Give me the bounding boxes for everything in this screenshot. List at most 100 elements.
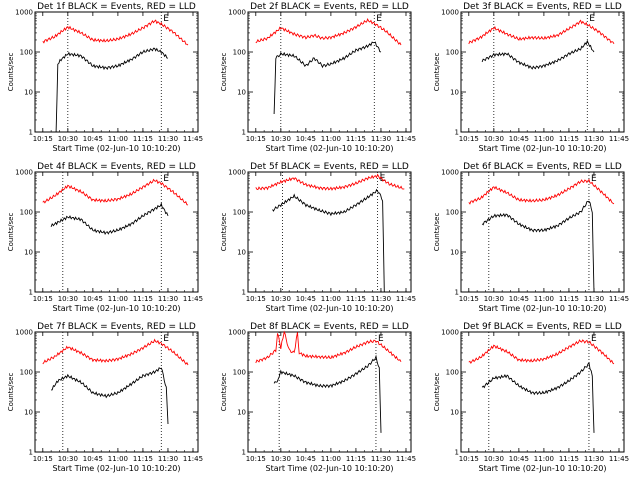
plot-frame xyxy=(460,11,625,133)
y-tick-label: 100 xyxy=(233,369,246,377)
time-marker-label: E xyxy=(378,334,384,344)
y-tick-label: 10 xyxy=(237,89,246,97)
y-tick-label: 1 xyxy=(242,289,246,297)
events-series-line xyxy=(51,367,169,425)
y-tick-label: 100 xyxy=(233,209,246,217)
x-tick-label: 11:45 xyxy=(396,295,416,303)
time-marker-label: E xyxy=(591,174,597,184)
x-tick-label: 11:45 xyxy=(396,455,416,463)
x-tick-label: 11:15 xyxy=(133,455,153,463)
detector-panel-4: Det 4f BLACK = Events, RED = LLD 1 10 100 10… xyxy=(7,162,203,313)
lld-series-line xyxy=(255,17,402,46)
x-tick-label: 11:30 xyxy=(584,295,604,303)
panel-title: Det 3f BLACK = Events, RED = LLD xyxy=(463,2,622,12)
panel-title: Det 6f BLACK = Events, RED = LLD xyxy=(463,162,622,172)
x-tick-label: 11:00 xyxy=(108,295,128,303)
lld-series-line xyxy=(42,19,189,46)
x-tick-label: 10:45 xyxy=(296,455,316,463)
y-axis-label: Counts/sec xyxy=(220,213,228,252)
x-axis-label: Start Time (02-Jun-10 10:10:20) xyxy=(479,304,607,313)
y-axis-label: Counts/sec xyxy=(433,213,441,252)
y-axis-label: Counts/sec xyxy=(433,373,441,412)
x-tick-label: 10:45 xyxy=(83,135,103,143)
y-tick-label: 1 xyxy=(242,449,246,457)
x-tick-label: 11:30 xyxy=(371,455,391,463)
y-tick-label: 100 xyxy=(446,209,459,217)
y-tick-label: 10 xyxy=(450,89,459,97)
x-tick-label: 11:45 xyxy=(609,295,629,303)
x-tick-label: 10:15 xyxy=(459,455,479,463)
time-marker-label: E xyxy=(163,334,169,344)
x-tick-label: 11:45 xyxy=(609,135,629,143)
x-tick-label: 10:15 xyxy=(33,135,53,143)
y-tick-label: 10 xyxy=(24,89,33,97)
x-tick-label: 10:30 xyxy=(58,135,78,143)
x-tick-label: 10:30 xyxy=(271,455,291,463)
y-tick-label: 1000 xyxy=(228,329,246,337)
x-tick-label: 10:45 xyxy=(296,135,316,143)
detector-panel-7: Det 7f BLACK = Events, RED = LLD 1 10 100 10… xyxy=(7,322,203,473)
y-tick-label: 1000 xyxy=(441,169,459,177)
x-axis-label: Start Time (02-Jun-10 10:10:20) xyxy=(53,144,181,153)
y-axis-label: Counts/sec xyxy=(220,373,228,412)
x-tick-label: 11:15 xyxy=(346,135,366,143)
lld-series-line xyxy=(42,178,189,206)
time-marker-label: E xyxy=(591,334,597,344)
time-marker-label: E xyxy=(376,14,382,24)
x-axis-label: Start Time (02-Jun-10 10:10:20) xyxy=(266,304,394,313)
events-series-line xyxy=(50,202,169,236)
x-axis-label: Start Time (02-Jun-10 10:10:20) xyxy=(479,144,607,153)
y-tick-label: 1 xyxy=(29,449,33,457)
events-series-line xyxy=(55,47,169,132)
x-tick-label: 10:30 xyxy=(58,455,78,463)
x-tick-label: 11:45 xyxy=(609,455,629,463)
y-tick-label: 10 xyxy=(450,249,459,257)
x-tick-label: 11:15 xyxy=(559,295,579,303)
x-tick-label: 11:45 xyxy=(396,135,416,143)
x-tick-label: 10:30 xyxy=(484,295,504,303)
x-tick-label: 10:15 xyxy=(459,135,479,143)
x-tick-label: 11:00 xyxy=(534,295,554,303)
plot-frame xyxy=(34,171,199,293)
x-tick-label: 10:45 xyxy=(509,295,529,303)
x-tick-label: 10:30 xyxy=(271,135,291,143)
detector-panel-6: Det 6f BLACK = Events, RED = LLD 1 10 100 10… xyxy=(433,162,629,313)
y-tick-label: 100 xyxy=(446,369,459,377)
x-tick-label: 10:30 xyxy=(58,295,78,303)
x-tick-label: 10:15 xyxy=(459,295,479,303)
lld-series-line xyxy=(468,339,615,365)
y-tick-label: 1000 xyxy=(441,329,459,337)
plot-frame xyxy=(247,171,412,293)
detector-panel-9: Det 9f BLACK = Events, RED = LLD 1 10 100 10… xyxy=(433,322,629,473)
x-tick-label: 10:30 xyxy=(484,455,504,463)
events-series-line xyxy=(272,188,385,293)
y-tick-label: 100 xyxy=(233,49,246,57)
plot-frame xyxy=(460,331,625,453)
y-tick-label: 1000 xyxy=(15,9,33,17)
y-tick-label: 10 xyxy=(450,409,459,417)
x-tick-label: 11:00 xyxy=(321,455,341,463)
time-marker-label: E xyxy=(589,14,595,24)
plot-frame xyxy=(247,11,412,133)
y-tick-label: 1000 xyxy=(441,9,459,17)
x-tick-label: 11:00 xyxy=(321,135,341,143)
x-tick-label: 10:45 xyxy=(509,455,529,463)
panel-title: Det 1f BLACK = Events, RED = LLD xyxy=(37,2,196,12)
y-tick-label: 1000 xyxy=(15,169,33,177)
detector-panel-1: Det 1f BLACK = Events, RED = LLD 1 10 100 10… xyxy=(7,2,203,153)
detector-panel-5: Det 5f BLACK = Events, RED = LLD 1 10 100 10… xyxy=(220,162,416,313)
x-tick-label: 11:15 xyxy=(133,135,153,143)
x-tick-label: 10:45 xyxy=(296,295,316,303)
y-axis-label: Counts/sec xyxy=(433,53,441,92)
y-tick-label: 1 xyxy=(242,129,246,137)
x-tick-label: 10:15 xyxy=(246,455,266,463)
detector-panel-3: Det 3f BLACK = Events, RED = LLD 1 10 100 10… xyxy=(433,2,629,153)
events-series-line xyxy=(481,39,595,70)
lld-series-line xyxy=(255,173,405,191)
x-tick-label: 11:00 xyxy=(108,135,128,143)
panel-title: Det 7f BLACK = Events, RED = LLD xyxy=(37,322,196,332)
x-tick-label: 11:15 xyxy=(133,295,153,303)
x-tick-label: 10:45 xyxy=(83,295,103,303)
y-tick-label: 1000 xyxy=(228,169,246,177)
